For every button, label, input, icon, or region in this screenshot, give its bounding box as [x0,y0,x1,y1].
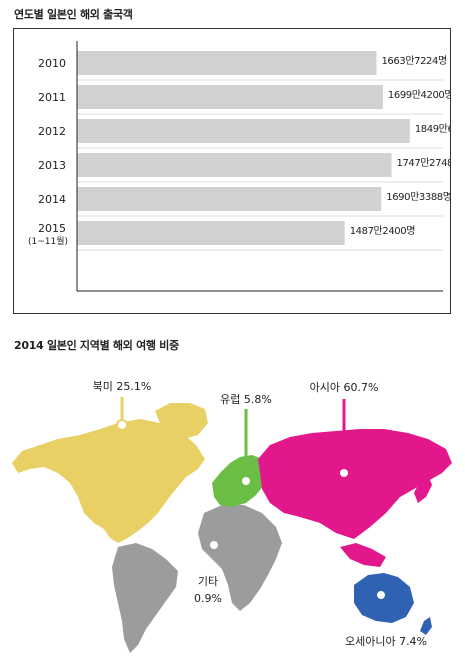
bar-2013 [77,153,392,177]
label-europe: 유럽 5.8% [220,392,272,406]
region-asia [258,429,452,539]
world-map-chart: 북미 25.1% 유럽 5.8% 아시아 60.7% 기타 0.9% 오세아니아… [12,380,452,653]
data-label-2010: 1663만7224명 [381,55,446,67]
marker-oceania [375,589,387,601]
bar-2015 [77,221,345,245]
region-southeast-asia [340,543,386,567]
data-label-2015: 1487만2400명 [350,225,415,237]
marker-asia [338,467,350,479]
region-japan [414,475,432,503]
map-markers [116,397,387,621]
tick-label-2012: 2012 [38,125,66,138]
region-new-zealand [420,617,432,635]
marker-other [208,539,220,551]
tick-label-2014: 2014 [38,193,66,206]
marker-north-america [116,419,128,431]
bar-2011 [77,85,383,109]
region-europe [212,455,266,507]
label-oceania: 오세아니아 7.4% [345,635,427,648]
label-asia: 아시아 60.7% [310,381,379,394]
tick-label-2010: 2010 [38,57,66,70]
region-south-america [112,543,178,653]
region-africa [198,505,282,611]
bar-2014 [77,187,382,211]
bar-2012 [77,119,410,143]
data-label-2012: 1849만657명 [415,123,450,135]
tick-label-2015: 2015 [38,222,66,235]
label-other-value: 0.9% [194,592,222,605]
region-greenland [155,403,208,439]
bar-chart-frame: 2010 1663만7224명 2011 1699만4200명 2012 1849만657… [13,28,451,314]
tick-sublabel-2015: (1~11월) [28,235,68,247]
tick-label-2013: 2013 [38,159,66,172]
tick-label-2011: 2011 [38,91,66,104]
data-label-2011: 1699만4200명 [388,89,450,101]
data-label-2014: 1690만3388명 [386,191,450,203]
data-label-2013: 1747만2748명 [397,157,450,169]
label-other: 기타 [198,575,218,588]
bar-2010 [77,51,377,75]
bar-chart-title: 연도별 일본인 해외 출국객 [14,8,133,21]
map-chart-title: 2014 일본인 지역별 해외 여행 비중 [14,339,179,352]
region-north-america [12,419,205,543]
bar-chart: 2010 1663만7224명 2011 1699만4200명 2012 1849만657… [28,41,450,292]
label-north-america: 북미 25.1% [93,380,152,393]
marker-europe [240,475,252,487]
